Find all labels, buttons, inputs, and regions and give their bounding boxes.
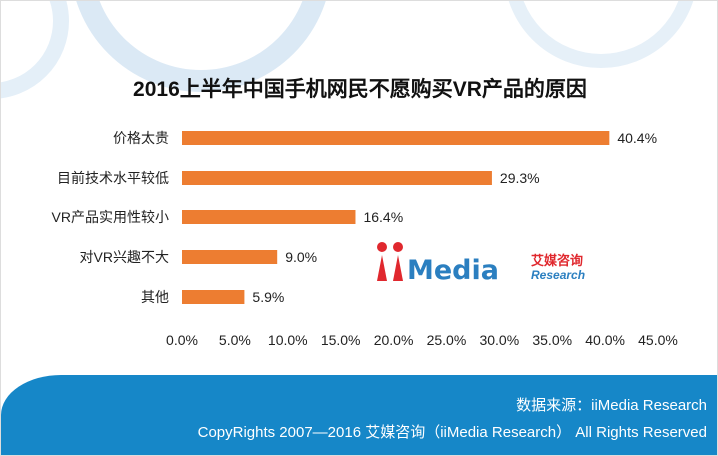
category-label: 价格太贵	[113, 130, 169, 146]
copyright-text: CopyRights 2007—2016 艾媒咨询（iiMedia Resear…	[197, 424, 707, 441]
x-tick-label: 40.0%	[585, 332, 625, 348]
bar	[182, 250, 278, 264]
x-tick-label: 10.0%	[268, 332, 308, 348]
x-tick-label: 5.0%	[219, 332, 251, 348]
footer: 数据来源：iiMedia Research CopyRights 2007—20…	[1, 375, 717, 455]
x-tick-label: 15.0%	[321, 332, 361, 348]
iimedia-logo: Media 艾媒咨询 Research	[373, 241, 603, 286]
x-tick-label: 45.0%	[638, 332, 678, 348]
category-label: 对VR兴趣不大	[80, 249, 169, 265]
category-label: 目前技术水平较低	[57, 170, 169, 186]
bar	[182, 131, 610, 145]
background-decoration	[1, 1, 694, 99]
x-tick-label: 0.0%	[166, 332, 198, 348]
value-label: 16.4%	[363, 209, 403, 225]
bar	[182, 210, 356, 224]
svg-text:艾媒咨询: 艾媒咨询	[531, 253, 583, 268]
bar	[182, 171, 492, 185]
bar-chart: 价格太贵 40.4% 目前技术水平较低 29.3% VR产品实用性较小 16.4% 对VR兴…	[52, 130, 678, 348]
x-tick-label: 25.0%	[427, 332, 467, 348]
value-label: 29.3%	[500, 170, 540, 186]
category-label: 其他	[141, 289, 169, 305]
category-label: VR产品实用性较小	[52, 209, 169, 225]
value-label: 40.4%	[617, 130, 657, 146]
svg-text:Research: Research	[531, 268, 585, 282]
value-label: 9.0%	[285, 249, 317, 265]
x-tick-label: 20.0%	[374, 332, 414, 348]
chart-title: 2016上半年中国手机网民不愿购买VR产品的原因	[133, 78, 587, 101]
bar	[182, 290, 245, 304]
svg-text:Media: Media	[407, 255, 499, 286]
x-tick-label: 35.0%	[532, 332, 572, 348]
x-tick-label: 30.0%	[479, 332, 519, 348]
value-label: 5.9%	[252, 289, 284, 305]
source-text: 数据来源：iiMedia Research	[516, 397, 707, 414]
